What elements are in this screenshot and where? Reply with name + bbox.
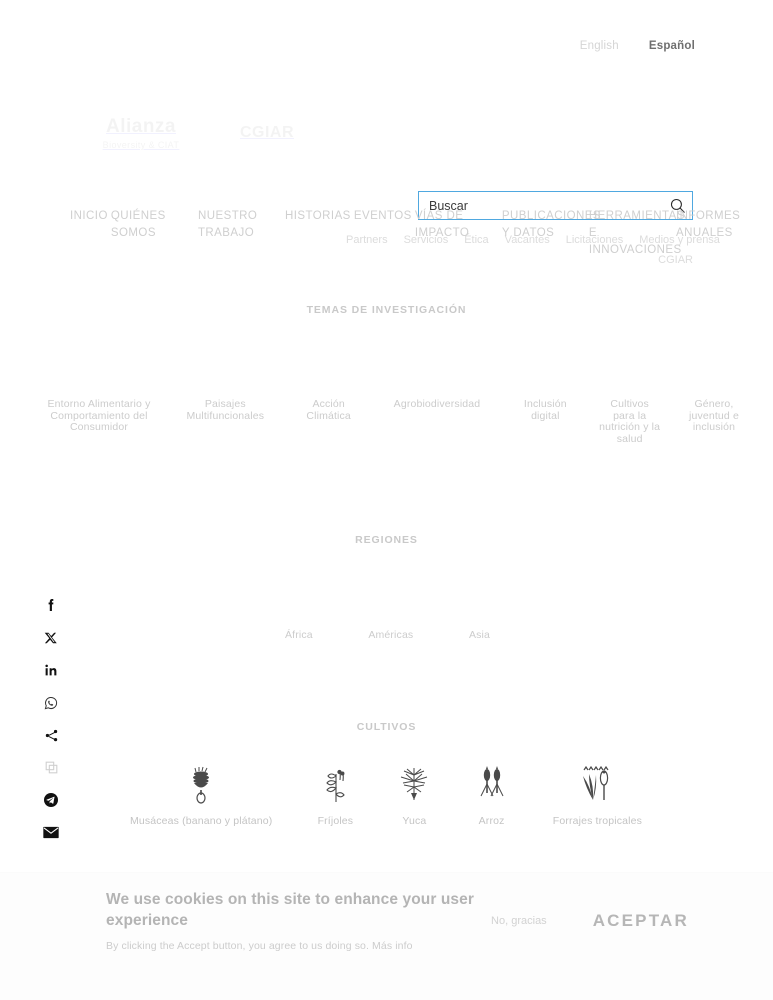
cookie-actions: No, gracias ACEPTAR [491,911,689,931]
main-nav-label-inicio[interactable]: INICIO [70,210,108,222]
banana-plant-icon [186,765,216,807]
site-header: Alianza Bioversity & CIAT CGIAR Partners… [0,92,773,266]
alliance-logo-wordmark: Alianza [105,116,177,137]
linkedin-icon [44,664,56,675]
email-icon [43,826,59,839]
main-nav-item-inicio[interactable]: INICIO [70,208,108,225]
whatsapp-icon [44,696,58,709]
facebook-icon [48,599,54,611]
themes-list: Entorno Alimentario y Comportamiento del… [45,398,745,445]
crop-label-yuca: Yuca [402,815,427,827]
main-nav-label-eventos[interactable]: EVENTOS [353,210,412,222]
search-input[interactable] [419,198,662,213]
utility-nav-item-licitaciones[interactable]: Licitaciones [565,234,624,246]
main-nav-item-publicaciones-y-datos[interactable]: PUBLICACIONES Y DATOS [501,208,602,242]
cookie-subtitle-text: By clicking the Accept button, you agree… [106,940,370,952]
utility-nav-item-partners[interactable]: Partners [346,234,388,246]
language-bar: English Español [580,40,695,52]
regions-section-title: REGIONES [355,534,418,546]
main-nav-item-historias[interactable]: HISTORIAS [285,208,351,225]
x-twitter-icon [44,632,57,643]
main-nav-item-vias-de-impacto[interactable]: VÍAS DE IMPACTO [415,208,499,242]
cookie-accept-button[interactable]: ACEPTAR [592,911,689,930]
crop-item-frijoles[interactable]: Fríjoles [318,765,354,827]
whatsapp-share-button[interactable] [42,694,60,712]
utility-nav: Partners Servicios Ética Vacantes Licitacion… [330,230,720,270]
telegram-share-button[interactable] [42,791,60,809]
crops-list: Musáceas (banano y plátano) Fríjoles [130,765,642,827]
search-icon [670,198,685,213]
utility-nav-item-vacantes[interactable]: Vacantes [504,234,550,246]
crop-label-forrajes-tropicales: Forrajes tropicales [552,815,642,827]
main-nav-label-herramientas-e-innovaciones[interactable]: HERRAMIENTAS E INNOVACIONES [588,210,685,256]
main-nav-label-quienes-somos[interactable]: QUIÉNES SOMOS [110,210,166,239]
theme-item-inclusion-digital[interactable]: Inclusión digital [523,398,567,422]
search-form [418,191,693,220]
main-nav-label-nuestro-trabajo[interactable]: NUESTRO TRABAJO [197,210,258,239]
theme-item-cultivos-nutricion-salud[interactable]: Cultivos para la nutrición y la salud [599,398,661,445]
utility-nav-item-medios-y-prensa[interactable]: Medios y prensa [639,234,720,246]
utility-nav-item-etica[interactable]: Ética [464,234,489,246]
main-nav: INICIO QUIÉNES SOMOS NUESTRO TRABAJO HIS… [70,208,760,259]
social-share-rail [42,596,60,842]
cookie-text-block: We use cookies on this site to enhance y… [106,889,486,952]
theme-item-agrobiodiversidad[interactable]: Agrobiodiversidad [393,398,481,410]
crops-section-title: CULTIVOS [356,721,417,733]
bean-plant-icon [320,765,350,807]
main-nav-item-herramientas-e-innovaciones[interactable]: HERRAMIENTAS E INNOVACIONES [588,208,685,259]
theme-item-paisajes-multifuncionales[interactable]: Paisajes Multifuncionales [186,398,265,422]
crop-item-arroz[interactable]: Arroz [476,765,508,827]
share-button[interactable] [42,726,60,744]
logo-group: Alianza Bioversity & CIAT CGIAR [72,92,306,174]
cookie-more-info-link[interactable]: Más info [372,940,413,952]
utility-nav-item-servicios[interactable]: Servicios [403,234,449,246]
region-item-africa[interactable]: África [285,629,313,641]
region-item-americas[interactable]: Américas [368,629,414,641]
crop-label-arroz: Arroz [478,815,505,827]
themes-section-title: TEMAS DE INVESTIGACIÓN [306,304,467,316]
facebook-share-button[interactable] [42,596,60,614]
cookie-title: We use cookies on this site to enhance y… [106,891,475,929]
theme-item-entorno-alimentario[interactable]: Entorno Alimentario y Comportamiento del… [47,398,151,433]
search-submit-button[interactable] [662,192,692,219]
copy-icon [45,761,57,774]
crop-item-musaceas[interactable]: Musáceas (banano y plátano) [130,765,272,827]
share-icon [45,729,57,741]
crop-item-forrajes-tropicales[interactable]: Forrajes tropicales [553,765,642,827]
language-link-espanol[interactable]: Español [648,40,695,52]
copy-link-button[interactable] [42,759,60,777]
x-twitter-share-button[interactable] [42,629,60,647]
linkedin-share-button[interactable] [42,661,60,679]
main-nav-label-vias-de-impacto[interactable]: VÍAS DE IMPACTO [414,210,470,239]
email-share-button[interactable] [42,824,60,842]
theme-item-genero-juventud-inclusion[interactable]: Género, juventud e inclusión [688,398,739,433]
rice-plant-icon [476,765,508,807]
cgiar-logo-wordmark: CGIAR [239,124,295,141]
crop-item-yuca[interactable]: Yuca [398,765,430,827]
regions-list: África Américas Asia [285,629,490,641]
language-link-english[interactable]: English [579,40,619,52]
cookie-decline-button[interactable]: No, gracias [491,915,547,927]
main-nav-item-informes-anuales[interactable]: INFORMES ANUALES [676,208,760,242]
telegram-icon [44,793,58,807]
utility-nav-item-cgiar[interactable]: CGIAR [658,254,693,266]
alliance-logo-subtitle: Bioversity & CIAT [102,140,180,150]
main-nav-label-publicaciones-y-datos[interactable]: PUBLICACIONES Y DATOS [501,210,602,239]
main-nav-label-historias[interactable]: HISTORIAS [284,210,351,222]
theme-item-accion-climatica[interactable]: Acción Climática [306,398,351,422]
forage-grass-icon [580,765,614,807]
crop-label-musaceas: Musáceas (banano y plátano) [130,815,273,827]
main-nav-label-informes-anuales[interactable]: INFORMES ANUALES [675,210,741,239]
main-nav-item-nuestro-trabajo[interactable]: NUESTRO TRABAJO [198,208,282,242]
alliance-logo[interactable]: Alianza Bioversity & CIAT [72,92,210,174]
cgiar-logo[interactable]: CGIAR [228,92,306,174]
cookie-subtitle: By clicking the Accept button, you agree… [106,940,486,952]
crop-label-frijoles: Fríjoles [317,815,354,827]
cassava-plant-icon [398,765,430,807]
region-item-asia[interactable]: Asia [468,629,490,641]
main-nav-item-eventos[interactable]: EVENTOS [354,208,412,225]
cookie-consent-banner: We use cookies on this site to enhance y… [0,872,773,1000]
main-nav-item-quienes-somos[interactable]: QUIÉNES SOMOS [111,208,195,242]
